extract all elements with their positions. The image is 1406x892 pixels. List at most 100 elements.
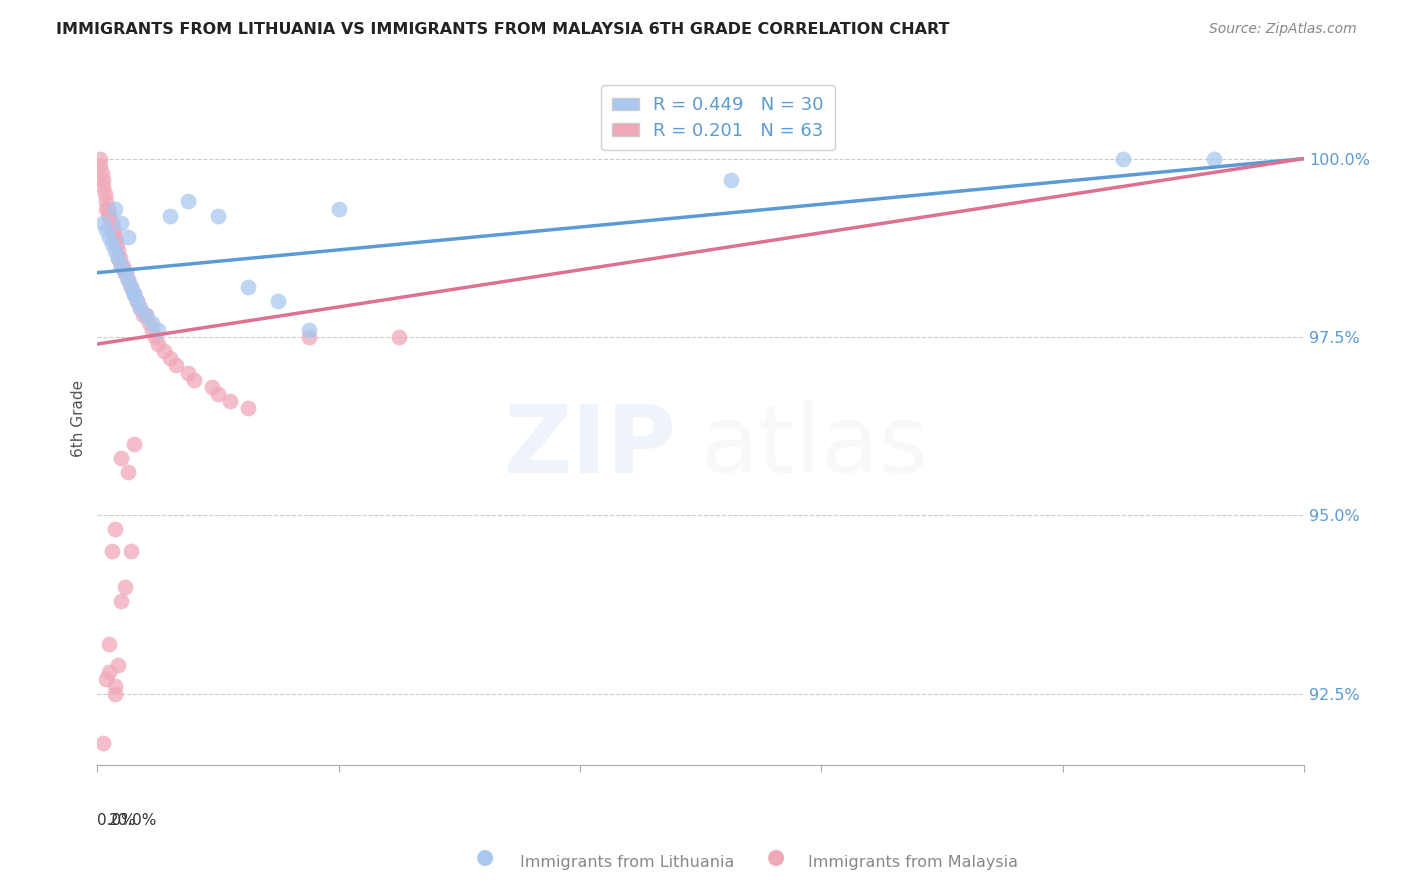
Point: [96, 202, 118, 216]
Point: [141, 316, 163, 330]
Point: [177, 194, 200, 209]
Point: [135, 309, 157, 323]
Point: [165, 359, 187, 373]
Point: [159, 209, 181, 223]
Point: [110, 594, 132, 608]
Point: [104, 523, 127, 537]
Point: [103, 223, 125, 237]
Point: [105, 237, 128, 252]
Point: [101, 237, 124, 252]
Point: [101, 216, 124, 230]
Point: [297, 323, 319, 337]
Point: [115, 266, 138, 280]
Point: [128, 301, 150, 316]
Point: [122, 287, 145, 301]
Point: [93, 180, 115, 194]
Point: [96, 673, 118, 687]
Point: [125, 294, 148, 309]
Point: [125, 294, 148, 309]
Point: [98, 637, 121, 651]
Point: [89, 152, 111, 166]
Point: [201, 380, 224, 394]
Point: [93, 216, 115, 230]
Point: [104, 244, 127, 259]
Text: ●: ●: [768, 847, 785, 867]
Point: [297, 330, 319, 344]
Point: [141, 323, 163, 337]
Point: [120, 280, 142, 294]
Point: [146, 323, 169, 337]
Point: [111, 259, 134, 273]
Point: [122, 287, 145, 301]
Point: [93, 173, 115, 187]
Point: [98, 209, 121, 223]
Point: [104, 687, 127, 701]
Point: [122, 287, 145, 301]
Point: [110, 252, 132, 266]
Point: [104, 680, 127, 694]
Point: [720, 173, 742, 187]
Point: [120, 544, 142, 558]
Point: [238, 401, 260, 416]
Point: [146, 337, 169, 351]
Text: Immigrants from Lithuania: Immigrants from Lithuania: [520, 855, 734, 870]
Point: [107, 252, 129, 266]
Point: [98, 209, 121, 223]
Point: [114, 266, 136, 280]
Point: [91, 166, 114, 180]
Point: [152, 344, 174, 359]
Point: [131, 309, 153, 323]
Point: [93, 187, 115, 202]
Point: [104, 237, 127, 252]
Legend: R = 0.449   N = 30, R = 0.201   N = 63: R = 0.449 N = 30, R = 0.201 N = 63: [602, 86, 835, 151]
Point: [104, 230, 127, 244]
Text: 0.0%: 0.0%: [97, 814, 136, 829]
Point: [107, 244, 129, 259]
Point: [117, 273, 139, 287]
Text: Source: ZipAtlas.com: Source: ZipAtlas.com: [1209, 22, 1357, 37]
Point: [96, 194, 118, 209]
Point: [207, 387, 229, 401]
Point: [97, 202, 120, 216]
Point: [98, 665, 121, 680]
Point: [117, 273, 139, 287]
Text: Immigrants from Malaysia: Immigrants from Malaysia: [808, 855, 1018, 870]
Text: atlas: atlas: [700, 401, 929, 492]
Y-axis label: 6th Grade: 6th Grade: [72, 380, 86, 458]
Point: [138, 316, 160, 330]
Text: 20.0%: 20.0%: [110, 814, 157, 829]
Point: [207, 209, 229, 223]
Point: [143, 330, 166, 344]
Point: [110, 451, 132, 466]
Point: [388, 330, 411, 344]
Point: [110, 216, 132, 230]
Point: [100, 216, 122, 230]
Point: [107, 252, 129, 266]
Point: [114, 580, 136, 594]
Point: [135, 309, 157, 323]
Point: [104, 202, 127, 216]
Point: [1202, 152, 1225, 166]
Point: [1112, 152, 1135, 166]
Point: [101, 544, 124, 558]
Text: ●: ●: [477, 847, 494, 867]
Point: [128, 301, 150, 316]
Point: [89, 159, 111, 173]
Point: [104, 230, 127, 244]
Point: [122, 437, 145, 451]
Point: [328, 202, 350, 216]
Point: [183, 373, 205, 387]
Point: [177, 366, 200, 380]
Point: [96, 223, 118, 237]
Point: [238, 280, 260, 294]
Point: [98, 230, 121, 244]
Point: [107, 658, 129, 673]
Point: [120, 280, 142, 294]
Point: [117, 466, 139, 480]
Point: [159, 351, 181, 366]
Text: ZIP: ZIP: [503, 401, 676, 492]
Point: [110, 259, 132, 273]
Point: [267, 294, 290, 309]
Text: IMMIGRANTS FROM LITHUANIA VS IMMIGRANTS FROM MALAYSIA 6TH GRADE CORRELATION CHAR: IMMIGRANTS FROM LITHUANIA VS IMMIGRANTS …: [56, 22, 949, 37]
Point: [93, 736, 115, 750]
